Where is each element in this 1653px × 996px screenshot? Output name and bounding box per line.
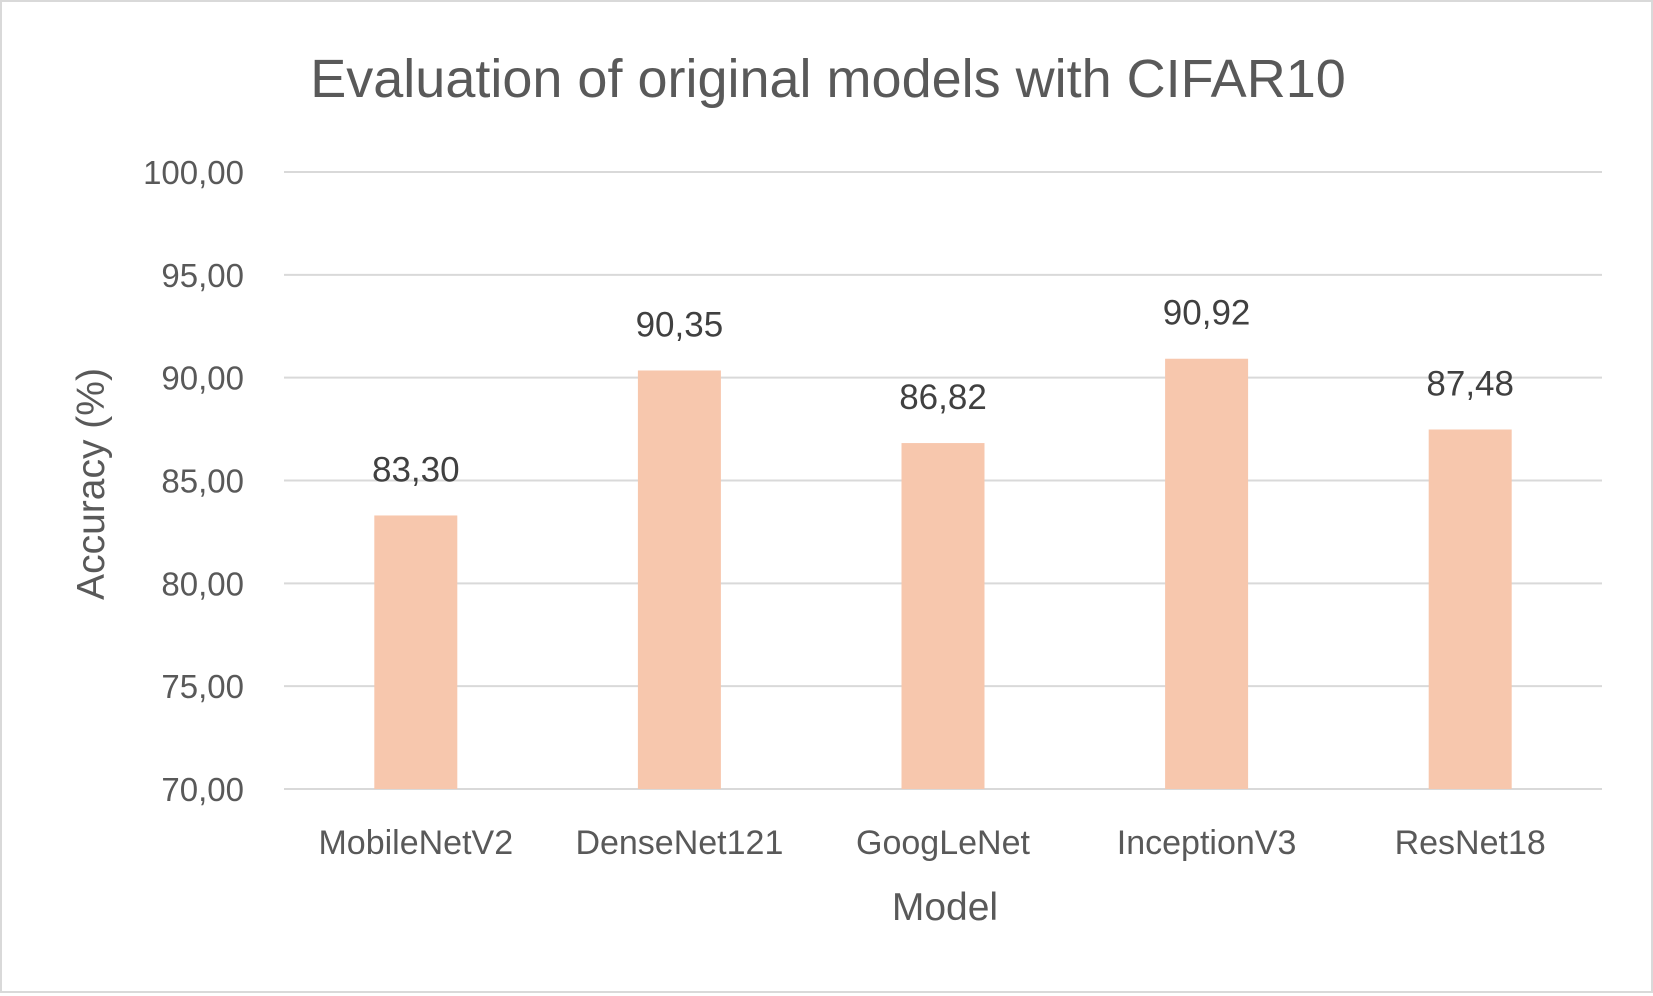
y-tick-label: 80,00 (161, 565, 244, 602)
x-axis-title: Model (892, 886, 998, 929)
y-axis-title: Accuracy (%) (70, 368, 113, 600)
y-tick-label: 100,00 (143, 154, 244, 191)
bar-googlenet (901, 443, 985, 789)
y-tick-label: 85,00 (161, 463, 244, 500)
bars (374, 358, 1512, 789)
x-tick-label: GoogLeNet (856, 824, 1030, 862)
x-axis-ticks: MobileNetV2 DenseNet121 GoogLeNet Inception… (318, 824, 1545, 862)
chart-title: Evaluation of original models with CIFAR… (310, 49, 1346, 109)
x-tick-label: ResNet18 (1395, 824, 1546, 862)
bar-inceptionv3 (1165, 358, 1249, 789)
bar-mobilenetv2 (374, 515, 458, 789)
data-label: 86,82 (899, 378, 987, 417)
bar-resnet18 (1428, 429, 1512, 789)
y-axis-ticks: 70,00 75,00 80,00 85,00 90,00 95,00 100,00 (143, 154, 244, 808)
x-tick-label: DenseNet121 (575, 824, 783, 862)
data-label: 90,35 (636, 305, 724, 344)
data-labels: 83,30 90,35 86,82 90,92 87,48 (372, 294, 1514, 490)
y-tick-label: 90,00 (161, 360, 244, 397)
data-label: 87,48 (1426, 364, 1514, 403)
y-tick-label: 95,00 (161, 257, 244, 294)
x-tick-label: MobileNetV2 (318, 824, 513, 862)
x-tick-label: InceptionV3 (1117, 824, 1297, 862)
data-label: 83,30 (372, 450, 460, 489)
y-tick-label: 75,00 (161, 668, 244, 705)
data-label: 90,92 (1163, 294, 1251, 333)
y-tick-label: 70,00 (161, 771, 244, 808)
bar-densenet121 (637, 370, 721, 789)
